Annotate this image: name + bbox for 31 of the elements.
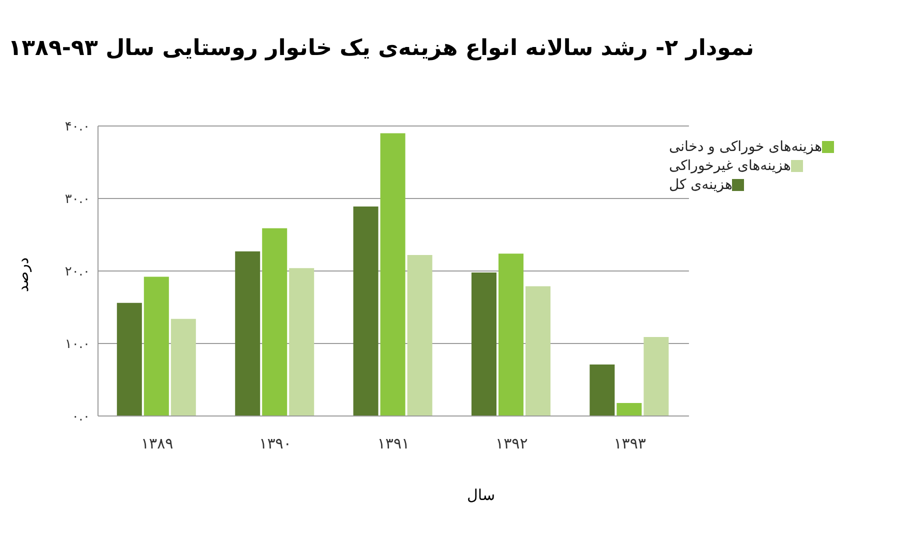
legend-label: هزینه‌ی کل xyxy=(668,177,732,193)
bar xyxy=(407,255,432,416)
y-tick-label: ۱۰.۰ xyxy=(64,337,90,352)
x-tick-label: ۱۳۹۲ xyxy=(496,434,528,453)
chart-title: نمودار ۲- رشد سالانه انواع هزینه‌ی یک خانوار روستایی سال ۹۳-۱۳۸۹ xyxy=(8,35,755,63)
bar xyxy=(289,268,314,416)
bar xyxy=(590,364,615,416)
bar xyxy=(471,272,496,416)
bar xyxy=(144,276,169,416)
y-tick-label: ۴۰.۰ xyxy=(64,120,90,135)
x-tick-label: ۱۳۹۳ xyxy=(614,434,646,453)
legend-label: هزینه‌های غیرخوراکی xyxy=(668,158,791,174)
bar xyxy=(235,251,260,416)
x-tick-label: ۱۳۹۰ xyxy=(259,434,292,453)
bar xyxy=(498,254,524,416)
bar xyxy=(616,402,642,416)
y-tick-label: ۰.۰ xyxy=(72,410,90,425)
y-axis-title: درصد xyxy=(14,257,32,292)
y-tick-label: ۲۰.۰ xyxy=(64,264,90,280)
y-tick-label: ۳۰.۰ xyxy=(64,192,90,208)
x-tick-label: ۱۳۸۹ xyxy=(140,434,174,453)
x-axis-title: سال xyxy=(466,486,496,504)
legend-label: هزینه‌های خوراکی و دخانی xyxy=(668,139,822,155)
bar xyxy=(380,133,406,416)
bar xyxy=(170,318,196,416)
bar xyxy=(262,228,288,416)
bar xyxy=(116,302,142,416)
bar xyxy=(644,336,669,416)
bar xyxy=(525,286,550,416)
bar xyxy=(353,206,378,416)
x-tick-label: ۱۳۹۱ xyxy=(377,434,410,453)
